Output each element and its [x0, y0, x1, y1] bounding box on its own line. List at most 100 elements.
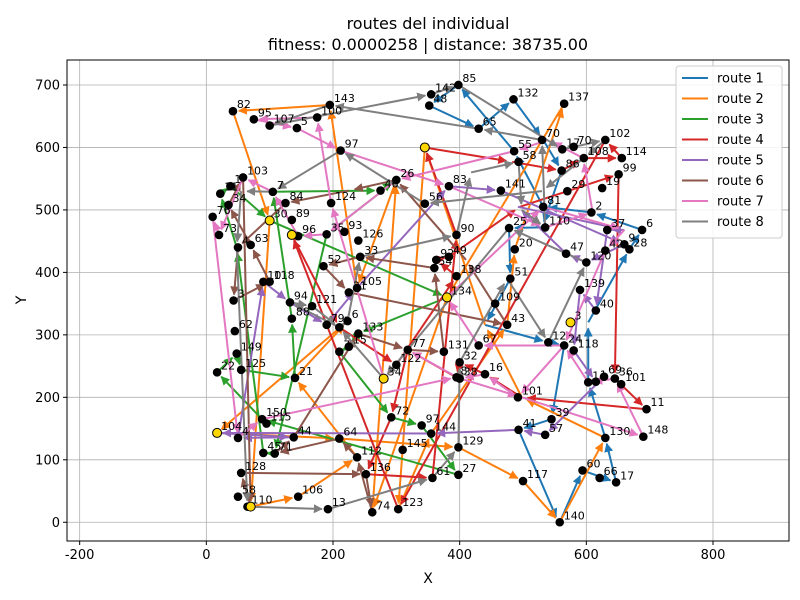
route-segment [424, 146, 508, 164]
node-point [642, 404, 651, 414]
node-point [259, 277, 268, 287]
route-segment [581, 163, 594, 213]
node-label: 123 [402, 496, 423, 509]
route-segment [456, 376, 517, 398]
route-segment [506, 278, 546, 339]
depot-point [419, 142, 430, 153]
node-point [230, 326, 240, 336]
route-segment [247, 220, 271, 502]
node-label: 72 [395, 404, 409, 417]
node-label: 83 [453, 173, 467, 186]
route-segment [371, 185, 400, 513]
route-segment [356, 462, 374, 513]
route-segment [266, 418, 459, 476]
node-point [595, 473, 604, 483]
node-point [454, 442, 463, 452]
node-point [614, 170, 623, 179]
node-label: 5 [301, 115, 308, 128]
node-label: 17 [620, 469, 634, 482]
node-point [455, 358, 464, 367]
node-point [214, 230, 224, 240]
node-label: 38 [464, 366, 478, 379]
node-point [639, 432, 648, 441]
route-segment [238, 103, 330, 115]
node-point [265, 121, 274, 130]
route-segment [243, 433, 294, 443]
route-segment [346, 261, 362, 322]
route-segment [233, 191, 243, 243]
y-tick-label: 500 [35, 203, 60, 218]
node-label: 60 [587, 457, 601, 470]
node-label: 122 [400, 352, 421, 365]
node-label: 34 [233, 192, 247, 205]
node-label: 117 [527, 468, 548, 481]
node-label: 1 [600, 369, 607, 382]
route-segment [604, 442, 618, 483]
route-segment [505, 228, 515, 274]
node-point [335, 347, 344, 357]
node-label: 94 [294, 289, 308, 302]
node-point [602, 225, 612, 235]
node-label: 138 [461, 263, 482, 276]
route-series-6 [227, 177, 509, 513]
y-tick-label: 0 [52, 516, 60, 531]
y-tick-label: 700 [35, 78, 60, 93]
route-segment [457, 446, 519, 480]
route-segment [247, 504, 323, 514]
node-point [289, 433, 299, 442]
node-point [352, 452, 362, 462]
node-label: 97 [345, 138, 359, 151]
route-segment [458, 283, 506, 363]
node-label: 101 [522, 384, 543, 397]
node-point [513, 393, 523, 402]
node-label: 133 [362, 321, 383, 334]
route-segment [484, 323, 544, 343]
node-point [312, 113, 322, 122]
route-segment [526, 394, 647, 411]
node-point [361, 469, 371, 479]
route-segment [468, 264, 509, 326]
node-point [431, 255, 441, 265]
legend-entry-label: route 7 [717, 195, 764, 210]
node-label: 41 [523, 417, 537, 430]
node-label: 15 [353, 334, 367, 347]
node-label: 118 [274, 269, 295, 282]
node-label: 22 [221, 359, 235, 372]
route-segment [250, 495, 294, 508]
depot-point [212, 427, 223, 438]
route-segment [357, 179, 398, 284]
node-point [262, 419, 271, 428]
node-point [292, 123, 302, 133]
route-lines [211, 84, 647, 523]
node-point [307, 301, 317, 311]
node-point [444, 252, 454, 262]
node-label: 89 [296, 207, 310, 220]
node-label: 67 [483, 332, 497, 345]
route-segment [367, 416, 393, 470]
route-segment [340, 149, 445, 187]
legend: route 1 route 2 route 3 route 4 route 5 route… [675, 65, 783, 239]
node-label: 74 [376, 499, 390, 512]
node-point [398, 445, 407, 455]
node-point [591, 377, 601, 387]
route-segment [448, 185, 541, 226]
node-point [352, 283, 362, 293]
x-tick-label: 200 [321, 548, 346, 563]
depot-point [286, 229, 297, 240]
node-point [452, 271, 461, 281]
node-label: 20 [519, 236, 533, 249]
y-axis-label: Y [14, 295, 30, 305]
route-segment [522, 480, 557, 519]
node-point [597, 183, 607, 193]
node-point [474, 124, 483, 134]
node-point [281, 198, 290, 208]
node-label: 51 [514, 266, 528, 279]
node-point [319, 261, 328, 271]
node-label: 57 [549, 422, 563, 435]
node-label: 81 [547, 194, 561, 207]
route-segment [237, 286, 266, 439]
route-segment [220, 375, 263, 420]
route-segment [549, 345, 566, 415]
node-point [555, 517, 565, 527]
route-segment [269, 92, 427, 127]
